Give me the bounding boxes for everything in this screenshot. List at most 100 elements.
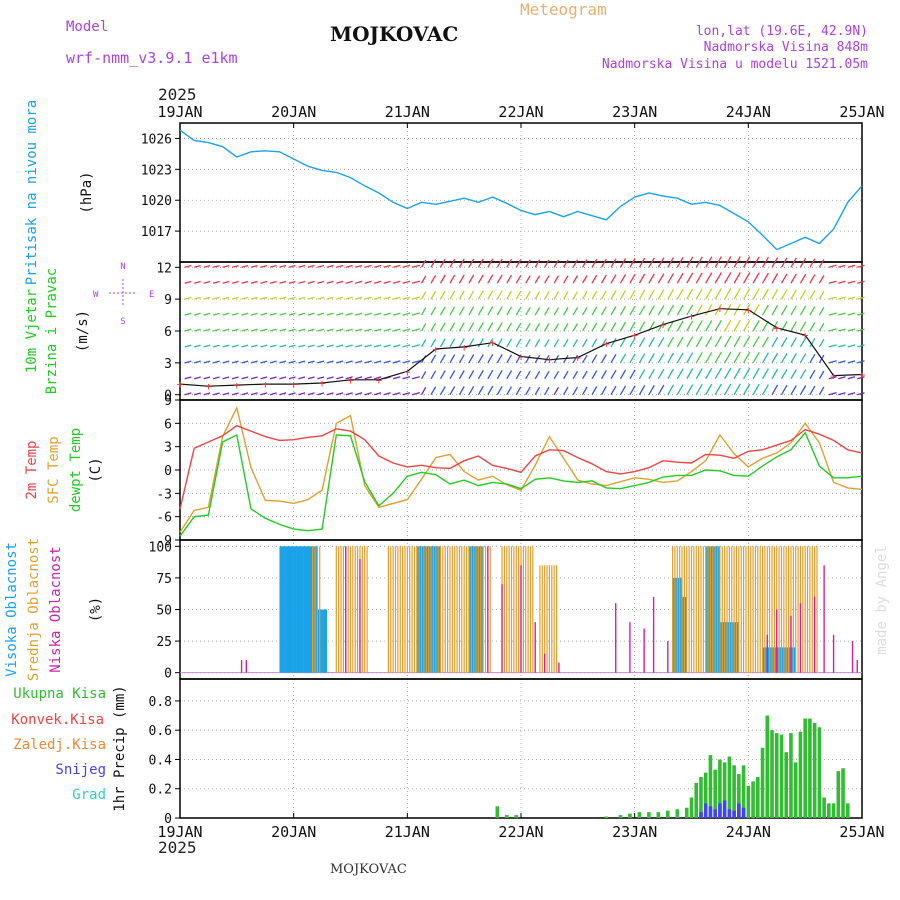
wind-arrow	[260, 392, 268, 396]
wind-arrow	[591, 338, 598, 348]
wind-arrow	[212, 296, 220, 300]
wind-arrow	[411, 280, 420, 284]
wind-arrow	[402, 328, 411, 332]
wind-arrow	[231, 360, 239, 364]
wind-arrow	[468, 385, 475, 396]
wind-arrow	[648, 257, 655, 268]
wind-arrow	[212, 328, 220, 332]
wind-arrow	[847, 344, 856, 348]
high-cloud-bar	[468, 546, 472, 673]
wind-arrow	[752, 320, 760, 332]
wind-arrow	[582, 306, 588, 316]
wind-arrow	[269, 392, 277, 396]
wind-arrow	[355, 360, 363, 364]
wind-arrow	[838, 296, 846, 300]
wind-arrow	[184, 296, 192, 300]
wind-arrow	[780, 273, 788, 284]
wind-arrow	[828, 312, 837, 316]
wind-arrow	[534, 307, 541, 316]
wind-arrow	[364, 312, 372, 316]
wind-arrow	[809, 306, 816, 316]
wind-arrow	[402, 264, 411, 268]
y-tick-label: 0	[164, 389, 172, 404]
wind-arrow	[638, 369, 646, 380]
high-cloud-bar	[322, 609, 325, 673]
wind-arrow	[411, 296, 420, 300]
compass-south: S	[120, 317, 125, 327]
high-cloud-bar	[674, 577, 678, 673]
wind-arrow	[724, 288, 732, 300]
wind-arrow	[279, 360, 287, 364]
wind-arrow	[222, 280, 230, 284]
wind-arrow	[686, 256, 694, 268]
wind-arrow	[534, 370, 541, 380]
wind-arrow	[203, 344, 211, 348]
wind-arrow	[600, 322, 607, 332]
wind-arrow	[525, 259, 531, 268]
wind-arrow	[695, 383, 703, 396]
wind-arrow	[705, 272, 713, 284]
wind-arrow	[269, 312, 277, 316]
wind-arrow	[307, 376, 315, 380]
high-cloud-bar	[774, 647, 777, 673]
wind-arrow	[553, 323, 560, 332]
wind-arrow	[355, 312, 363, 316]
wind-arrow	[194, 296, 201, 300]
wind-arrow	[468, 354, 475, 364]
wind-arrow	[657, 368, 665, 380]
wind-arrow	[231, 280, 239, 284]
high-cloud-bar	[715, 546, 718, 673]
wind-arrow	[222, 328, 230, 332]
wind-arrow	[288, 376, 296, 380]
wind-arrow	[449, 306, 456, 316]
wind-arrow	[336, 280, 344, 284]
wind-arrow	[355, 280, 363, 284]
wind-arrow	[496, 385, 503, 396]
compass-east: E	[149, 290, 154, 300]
wind-arrow	[771, 384, 779, 396]
wind-arrow	[184, 280, 192, 284]
wind-arrow	[761, 256, 769, 268]
wind-arrow	[818, 306, 825, 316]
wind-arrow	[515, 370, 522, 380]
wind-arrow	[241, 376, 249, 380]
wind-arrow	[260, 376, 268, 380]
wind-arrow	[506, 322, 513, 332]
wind-arrow	[392, 344, 401, 348]
wind-arrow	[619, 385, 627, 396]
wind-arrow	[572, 323, 579, 332]
wind-arrow	[534, 259, 541, 268]
wind-arrow	[336, 264, 344, 268]
wind-arrow	[317, 360, 325, 364]
wind-arrow	[572, 259, 579, 268]
wind-arrow	[525, 338, 531, 348]
wind-arrow	[515, 386, 522, 396]
wind-arrow	[458, 258, 465, 268]
wind-arrow	[629, 337, 636, 348]
wind-arrow	[857, 296, 865, 300]
wind-gust-mark: +	[717, 303, 724, 316]
high-cloud-bar	[293, 546, 297, 673]
wind-arrow	[449, 386, 456, 396]
wind-arrow	[355, 296, 363, 300]
pressure-line	[179, 129, 863, 251]
high-cloud-bar	[291, 546, 294, 673]
high-cloud-bar	[767, 647, 770, 673]
wind-arrow	[439, 322, 446, 332]
high-cloud-bar	[421, 546, 425, 673]
wind-gust-mark: +	[177, 378, 184, 391]
high-cloud-bar	[724, 622, 728, 673]
wind-gust-mark: +	[319, 377, 326, 390]
wind-arrow	[638, 273, 646, 284]
wind-arrow	[582, 275, 588, 284]
wind-arrow	[269, 344, 277, 348]
wind-arrow	[392, 376, 401, 380]
wind-arrow	[241, 328, 249, 332]
high-cloud-bar	[473, 546, 477, 673]
wind-arrow	[222, 344, 230, 348]
wind-arrow	[743, 272, 751, 284]
high-cloud-bar	[478, 546, 481, 673]
wind-gust-mark: +	[432, 343, 439, 356]
wind-arrow	[326, 280, 334, 284]
wind-gust-mark: +	[802, 329, 809, 342]
